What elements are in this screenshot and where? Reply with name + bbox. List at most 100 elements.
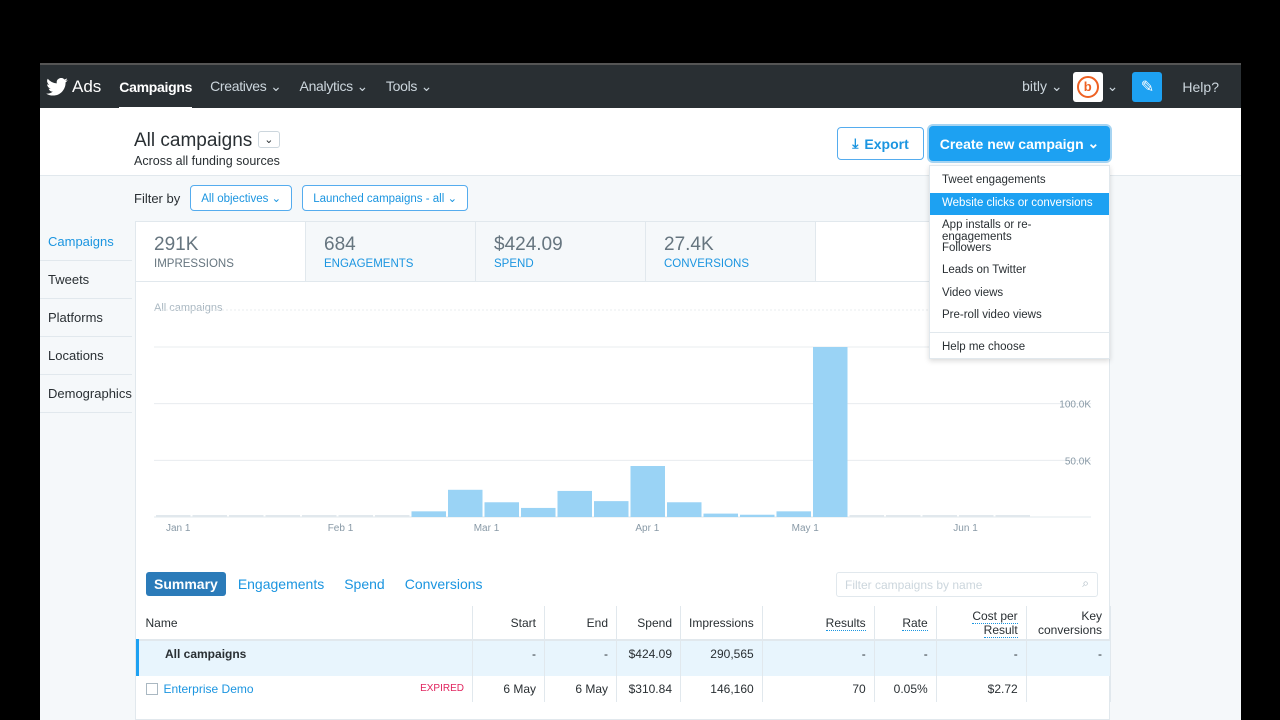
- tab-spend[interactable]: Spend: [344, 576, 385, 592]
- col-results[interactable]: Results: [762, 606, 875, 641]
- cell: 70: [762, 676, 875, 702]
- twitter-ads-logo[interactable]: Ads: [46, 77, 101, 97]
- table-row[interactable]: All campaigns - - $424.09 290,565- - - -: [136, 640, 1112, 676]
- cell: 6 May: [544, 676, 617, 702]
- chart-title: All campaigns: [154, 302, 223, 314]
- y-tick-label: 50.0K: [1065, 456, 1091, 467]
- search-placeholder: Filter campaigns by name: [845, 578, 983, 592]
- bar: [302, 515, 337, 517]
- sidebar-item-demographics[interactable]: Demographics: [40, 375, 132, 413]
- compose-icon[interactable]: ✎: [1132, 71, 1163, 102]
- sidebar-item-locations[interactable]: Locations: [40, 337, 132, 375]
- nav-creatives[interactable]: Creatives ⌄: [210, 78, 282, 95]
- col-cost-per-result[interactable]: Cost per Result: [936, 606, 1027, 641]
- table-row[interactable]: Enterprise Demo EXPIRED 6 May 6 May $310.84…: [137, 676, 1112, 702]
- menu-item[interactable]: App installs or re-engagements: [942, 219, 1032, 243]
- col-name[interactable]: Name: [137, 606, 473, 641]
- stat-label: SPEND: [494, 258, 534, 270]
- bar: [375, 515, 410, 517]
- cell: 290,565: [680, 640, 763, 676]
- stat-value: 291K: [154, 234, 199, 255]
- bar: [448, 489, 483, 517]
- download-icon: ⤓: [852, 135, 859, 151]
- tab-engagements[interactable]: Engagements: [237, 576, 325, 592]
- chevron-down-icon: ⌄: [420, 78, 433, 94]
- bar: [484, 502, 519, 517]
- cell: All campaigns: [136, 640, 473, 676]
- bar: [703, 513, 738, 517]
- menu-item[interactable]: Followers: [942, 241, 992, 254]
- stat-value: 684: [324, 234, 356, 255]
- filter-label: Filter by: [134, 190, 181, 206]
- x-tick-label: Jun 1: [953, 523, 978, 534]
- bar: [229, 515, 264, 517]
- create-label: Create new campaign: [939, 135, 1084, 152]
- menu-item[interactable]: Pre-roll video views: [942, 309, 1042, 321]
- bar: [338, 515, 373, 517]
- stat-impressions[interactable]: 291K IMPRESSIONS: [136, 222, 306, 281]
- cell: -: [762, 640, 875, 676]
- header-label: Results: [825, 615, 866, 631]
- col-start[interactable]: Start: [472, 606, 545, 641]
- nav-label: Tools: [385, 78, 418, 94]
- campaign-link[interactable]: Enterprise Demo: [163, 682, 254, 696]
- bar: [521, 507, 556, 517]
- account-name: bitly: [1022, 78, 1048, 94]
- sidebar-item-campaigns[interactable]: Campaigns: [40, 223, 132, 261]
- header-label: Cost per Result: [972, 608, 1018, 638]
- col-impressions[interactable]: Impressions: [680, 606, 763, 641]
- nav-campaigns[interactable]: Campaigns: [119, 78, 193, 110]
- menu-item[interactable]: Leads on Twitter: [942, 264, 1027, 276]
- col-end[interactable]: End: [544, 606, 617, 641]
- stat-spend[interactable]: $424.09 SPEND: [476, 222, 646, 281]
- nav-label: Creatives: [210, 78, 267, 94]
- cell: $424.09: [616, 640, 681, 676]
- bar: [265, 515, 300, 517]
- cell: [1026, 676, 1112, 702]
- title-dropdown-chevron-icon[interactable]: ⌄: [258, 131, 280, 148]
- nav-analytics[interactable]: Analytics ⌄: [300, 78, 369, 95]
- stat-value: $424.09: [494, 234, 563, 255]
- menu-item[interactable]: Tweet engagements: [942, 174, 1046, 186]
- bitly-avatar[interactable]: b: [1072, 71, 1103, 102]
- bar: [156, 515, 191, 517]
- tab-summary[interactable]: Summary: [146, 572, 226, 596]
- menu-item[interactable]: Website clicks or conversions: [930, 192, 1109, 215]
- sidebar-item-platforms[interactable]: Platforms: [40, 299, 132, 337]
- table-header: Name Start End Spend Impressions Results…: [137, 606, 1112, 641]
- x-tick-label: Mar 1: [474, 523, 500, 534]
- objectives-filter[interactable]: All objectives ⌄: [190, 185, 293, 211]
- app-window: Ads Campaigns Creatives ⌄ Analytics ⌄ To…: [40, 63, 1241, 720]
- sidebar-item-tweets[interactable]: Tweets: [40, 261, 132, 299]
- tab-conversions[interactable]: Conversions: [404, 576, 483, 592]
- account-switcher[interactable]: bitly ⌄: [1022, 78, 1063, 94]
- export-button[interactable]: ⤓ Export: [837, 127, 924, 160]
- sidebar: Campaigns Tweets Platforms Locations Dem…: [40, 223, 132, 413]
- nav-tools[interactable]: Tools ⌄: [385, 78, 433, 95]
- menu-item-help[interactable]: Help me choose: [930, 331, 1109, 355]
- filter-bar: Filter by All objectives ⌄ Launched camp…: [134, 185, 469, 211]
- help-link[interactable]: Help?: [1182, 78, 1219, 95]
- bar: [557, 490, 592, 517]
- bar: [594, 501, 629, 517]
- page-subtitle: Across all funding sources: [134, 154, 280, 168]
- launched-filter[interactable]: Launched campaigns - all ⌄: [302, 185, 469, 211]
- cell: 0.05%: [874, 676, 937, 702]
- chevron-down-icon: ⌄: [1087, 135, 1100, 151]
- stat-engagements[interactable]: 684 ENGAGEMENTS: [306, 222, 476, 281]
- menu-item[interactable]: Video views: [942, 286, 1004, 299]
- create-campaign-button[interactable]: Create new campaign ⌄: [929, 126, 1110, 161]
- bar: [776, 511, 811, 517]
- stat-conversions[interactable]: 27.4K CONVERSIONS: [646, 222, 816, 281]
- campaign-search-input[interactable]: Filter campaigns by name ⌕: [836, 572, 1098, 597]
- col-key-conversions[interactable]: Key conversions: [1026, 606, 1112, 641]
- bar: [849, 515, 884, 517]
- top-nav: Ads Campaigns Creatives ⌄ Analytics ⌄ To…: [40, 63, 1241, 110]
- cell: -: [936, 640, 1027, 676]
- row-checkbox[interactable]: [145, 683, 158, 695]
- col-spend[interactable]: Spend: [616, 606, 681, 641]
- col-rate[interactable]: Rate: [874, 606, 937, 641]
- stat-label: IMPRESSIONS: [154, 258, 234, 270]
- stat-label: CONVERSIONS: [664, 258, 749, 270]
